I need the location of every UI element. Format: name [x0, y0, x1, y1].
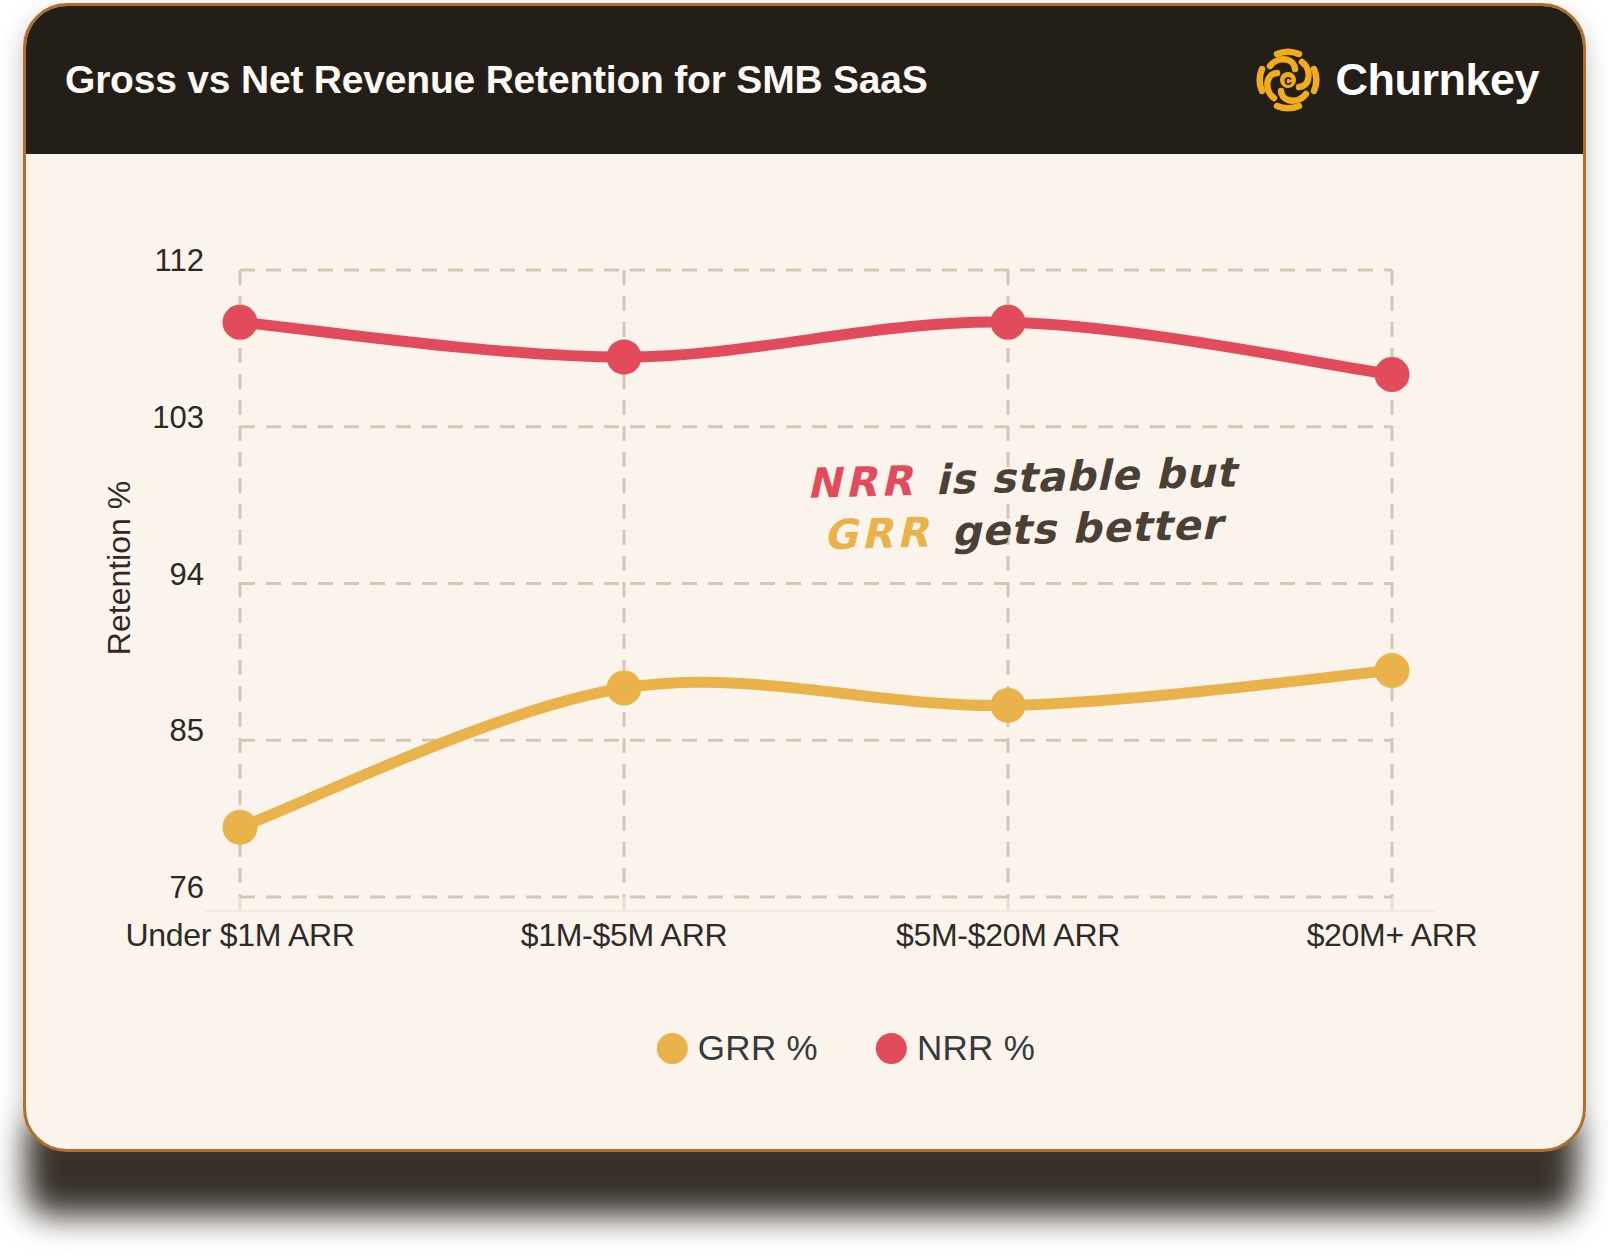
y-tick-label: 112 [60, 242, 204, 280]
nrr-legend-label: NRR % [917, 1028, 1035, 1068]
legend-item-nrr: NRR % [876, 1028, 1035, 1068]
x-tick-label: $1M-$5M ARR [424, 917, 824, 954]
chart-annotation: NRR is stable but GRR gets better [806, 446, 1238, 561]
x-tick-label: Under $1M ARR [40, 917, 440, 954]
card-header: Gross vs Net Revenue Retention for SMB S… [26, 6, 1583, 154]
annotation-line-2: GRR gets better [807, 498, 1238, 561]
chart-title: Gross vs Net Revenue Retention for SMB S… [65, 58, 928, 102]
chart-legend: GRR % NRR % [657, 1028, 1035, 1068]
annotation-line2-text: gets better [935, 501, 1222, 556]
annotation-grr: GRR [823, 508, 933, 559]
page-background: Gross vs Net Revenue Retention for SMB S… [0, 0, 1608, 1256]
x-tick-label: $5M-$20M ARR [808, 917, 1208, 954]
y-tick-label: 76 [60, 869, 204, 907]
grr-legend-dot [657, 1033, 688, 1064]
nrr-legend-dot [876, 1033, 907, 1064]
brand-name: Churnkey [1335, 54, 1539, 106]
brand: c Churnkey [1255, 47, 1539, 113]
y-tick-label: 103 [60, 399, 204, 437]
chart-card: Gross vs Net Revenue Retention for SMB S… [23, 3, 1586, 1152]
x-tick-label: $20M+ ARR [1192, 917, 1592, 954]
legend-item-grr: GRR % [657, 1028, 818, 1068]
grr-legend-label: GRR % [698, 1028, 818, 1068]
annotation-nrr: NRR [806, 457, 917, 508]
annotation-line1-text: is stable but [919, 448, 1236, 504]
y-tick-label: 85 [60, 712, 204, 750]
svg-text:c: c [1285, 72, 1293, 88]
churnkey-logo-icon: c [1255, 47, 1321, 113]
y-tick-label: 94 [60, 556, 204, 594]
